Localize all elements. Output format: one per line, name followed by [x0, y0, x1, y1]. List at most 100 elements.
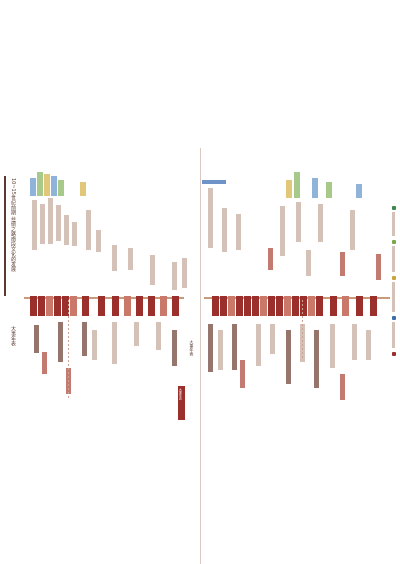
era-tab — [136, 296, 143, 316]
era-tab — [30, 296, 37, 316]
tag-block — [202, 180, 226, 184]
event-text — [34, 325, 39, 353]
era-tab — [220, 296, 227, 316]
event-text — [208, 324, 213, 372]
legend-swatch — [392, 240, 396, 244]
event-text — [172, 330, 177, 366]
page-title: 10~15世纪前期 丝绸之路南段文化的发展 — [10, 178, 16, 272]
legend-label — [392, 322, 395, 348]
connector-line — [68, 300, 69, 400]
event-text — [366, 330, 371, 360]
event-text — [72, 222, 77, 246]
legend-label — [392, 246, 395, 272]
era-tab — [148, 296, 155, 316]
event-text — [352, 324, 357, 360]
event-text — [340, 252, 345, 276]
legend-swatch — [392, 206, 396, 210]
event-text — [306, 250, 311, 276]
event-text — [208, 188, 213, 248]
event-text — [172, 262, 177, 290]
era-tab — [98, 296, 105, 316]
event-text — [268, 248, 273, 270]
era-tab — [70, 296, 77, 316]
event-text — [232, 324, 237, 370]
event-text — [222, 208, 227, 252]
event-text — [236, 214, 241, 250]
era-tab — [330, 296, 337, 316]
event-text — [58, 322, 63, 362]
event-text — [286, 330, 291, 384]
red-box-label: 大事年表 — [178, 388, 183, 400]
tag-block — [294, 172, 300, 198]
tag-block — [80, 182, 86, 196]
era-tab — [356, 296, 363, 316]
era-tab — [342, 296, 349, 316]
era-tab — [38, 296, 45, 316]
event-text — [156, 322, 161, 350]
connector-line — [302, 300, 303, 360]
event-text — [112, 245, 117, 271]
era-tab — [54, 296, 61, 316]
legend-swatch — [392, 316, 396, 320]
event-text — [56, 205, 61, 241]
era-tab — [244, 296, 251, 316]
event-text — [330, 324, 335, 368]
event-text — [280, 206, 285, 256]
era-tab — [172, 296, 179, 316]
event-text — [92, 330, 97, 360]
era-tab — [46, 296, 53, 316]
tag-block — [312, 178, 318, 198]
event-text — [48, 198, 53, 244]
legend-swatch — [392, 276, 396, 280]
era-tab — [228, 296, 235, 316]
event-text — [318, 204, 323, 242]
event-text — [314, 330, 319, 388]
legend-label — [392, 282, 395, 312]
event-text — [240, 360, 245, 388]
event-text — [32, 200, 37, 250]
tag-block — [356, 184, 362, 198]
event-text — [134, 322, 139, 346]
tag-block — [286, 180, 292, 198]
event-text — [270, 324, 275, 354]
era-tab — [124, 296, 131, 316]
era-tab — [300, 296, 307, 316]
tag-block — [326, 182, 332, 198]
era-tab — [292, 296, 299, 316]
era-tab — [316, 296, 323, 316]
event-text — [150, 255, 155, 285]
event-text — [218, 330, 223, 370]
event-text — [96, 230, 101, 252]
era-tab — [260, 296, 267, 316]
era-tab — [276, 296, 283, 316]
event-text — [350, 210, 355, 250]
event-text — [296, 202, 301, 242]
era-tab — [370, 296, 377, 316]
era-tab — [308, 296, 315, 316]
era-tab — [212, 296, 219, 316]
event-text — [64, 215, 69, 245]
page-gutter — [200, 148, 201, 564]
tag-block — [58, 180, 64, 196]
era-tab — [112, 296, 119, 316]
era-tab — [268, 296, 275, 316]
event-text — [340, 374, 345, 400]
tag-block — [30, 178, 36, 196]
tag-block — [37, 172, 43, 196]
era-tab — [160, 296, 167, 316]
section-red-box — [178, 386, 185, 420]
left-subtitle: 大事年表 — [10, 326, 16, 346]
title-rule — [4, 176, 20, 296]
era-tab — [252, 296, 259, 316]
event-text — [42, 352, 47, 374]
event-text — [182, 258, 187, 288]
event-text — [256, 324, 261, 366]
event-text — [40, 204, 45, 244]
event-text — [128, 248, 133, 270]
era-tab — [284, 296, 291, 316]
era-tab — [62, 296, 69, 316]
right-subtitle: 大事年表 — [189, 340, 195, 356]
era-tab — [236, 296, 243, 316]
event-text — [82, 322, 87, 356]
